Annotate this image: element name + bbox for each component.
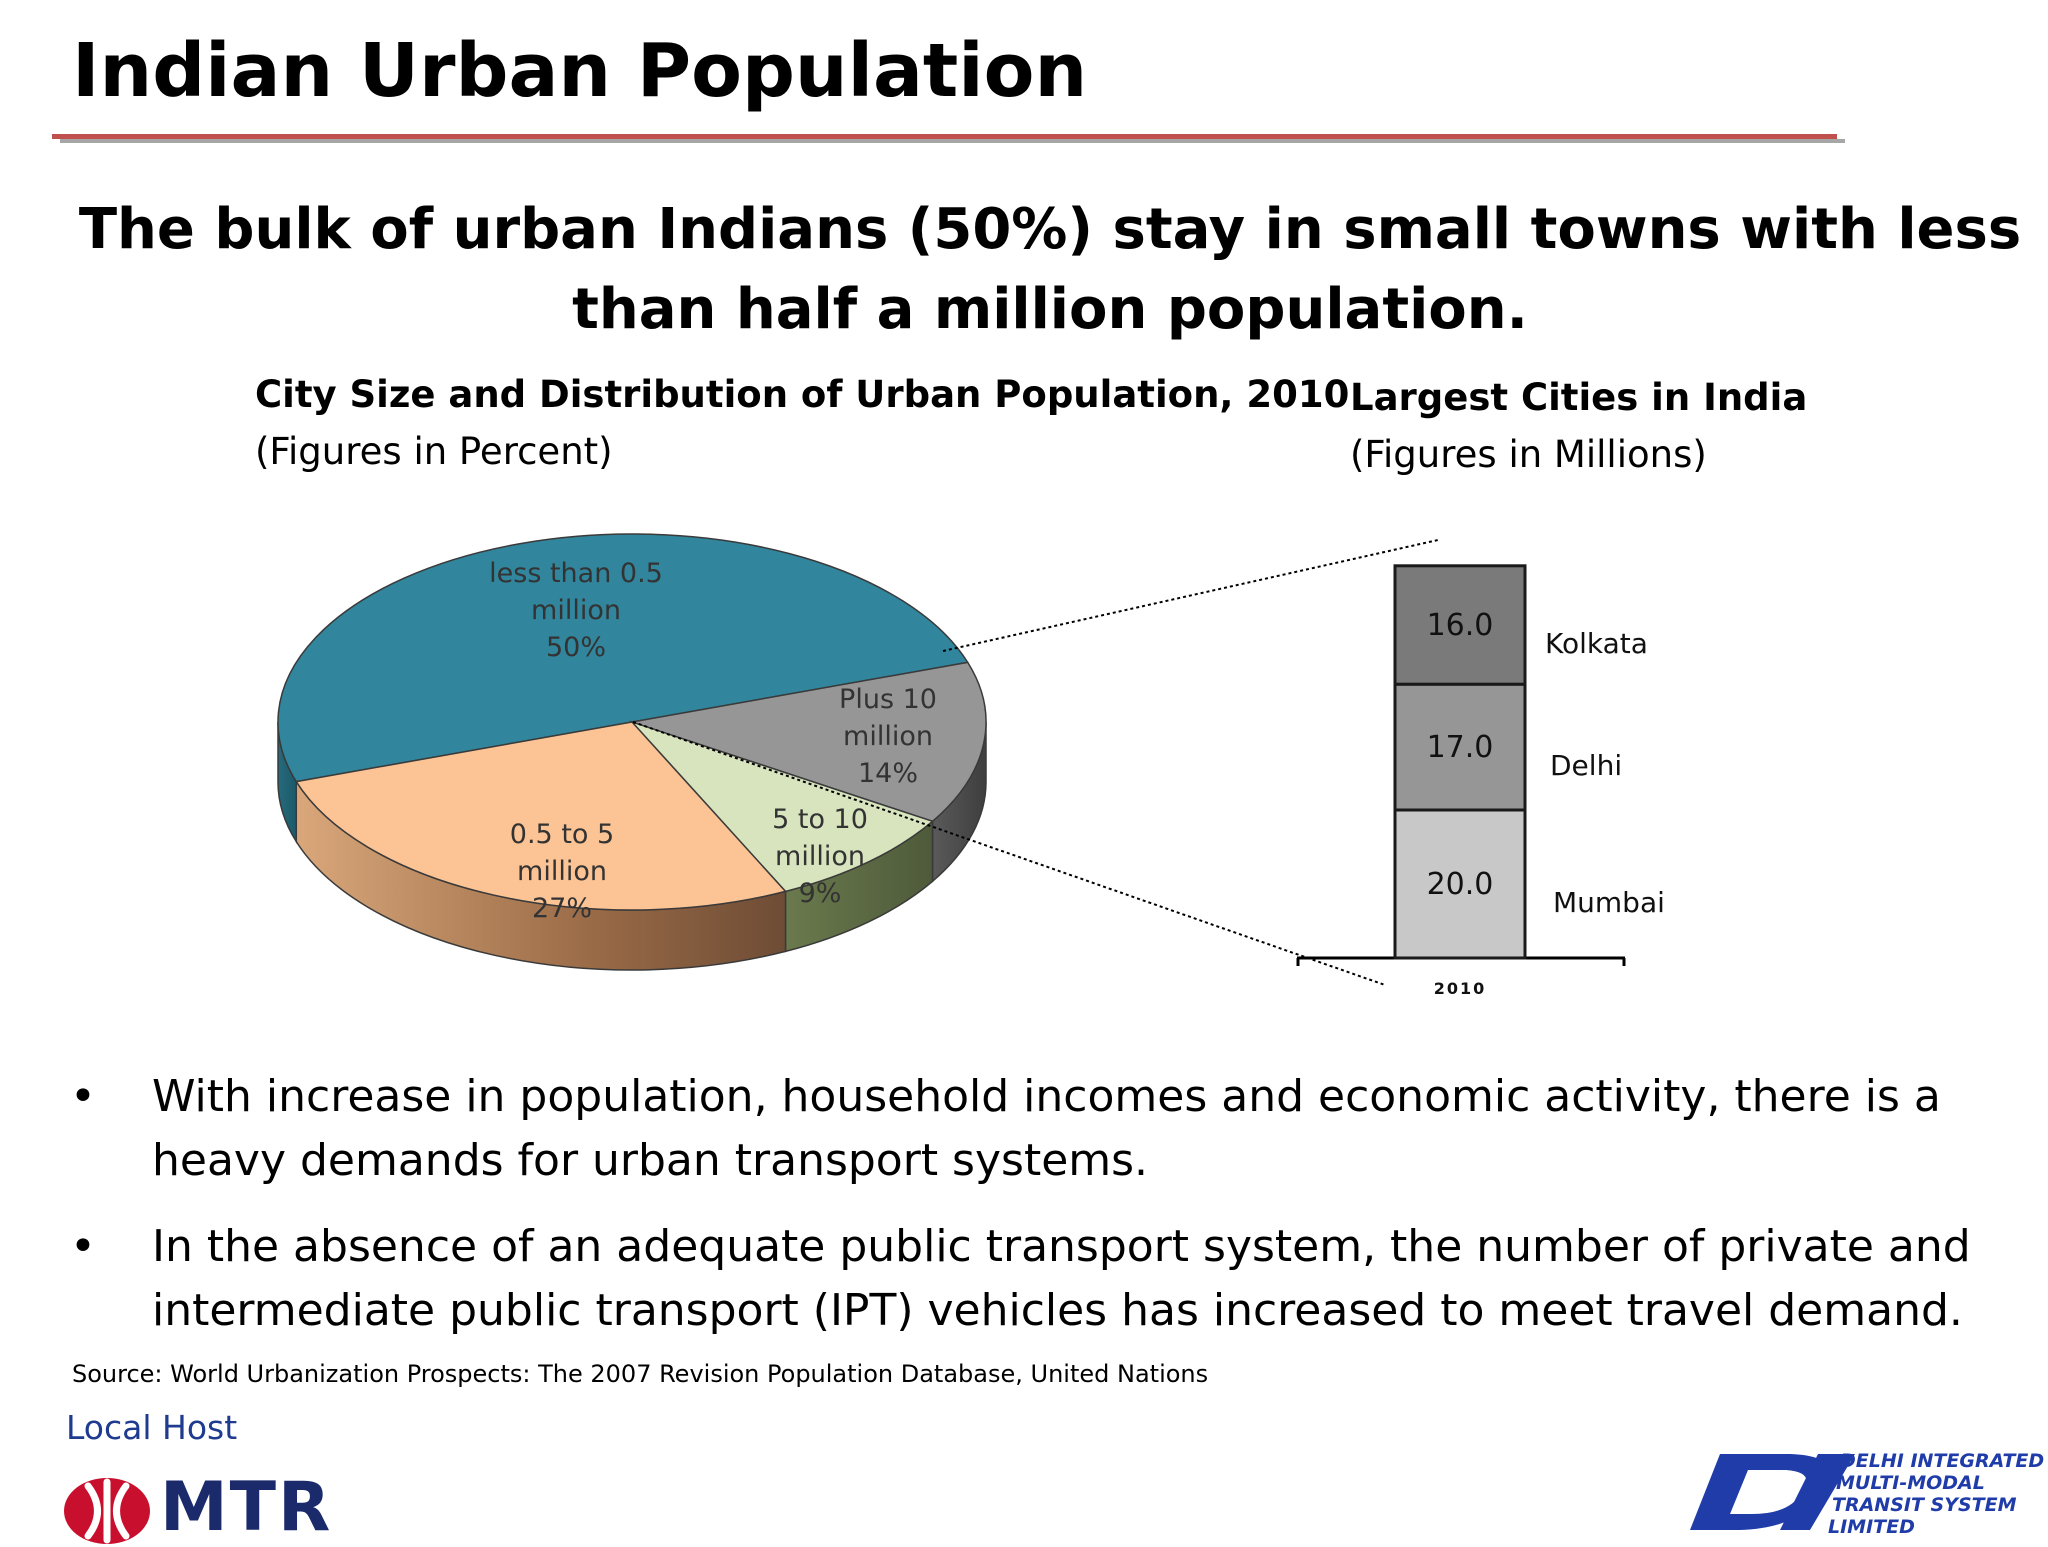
dimts-line: TRANSIT SYSTEM [1832,1494,2017,1516]
bar-segment [1393,682,1527,812]
pie-slice-label: 5 to 10 million 9% [772,804,868,909]
bar-category-label: 2010 [1434,979,1487,998]
bullet-text: With increase in population, household i… [152,1071,1941,1186]
connector-line-bottom [632,721,1386,986]
pie-chart-subtitle: (Figures in Percent) [255,430,613,473]
connector-line-top [942,539,1439,652]
title-divider [52,134,1837,139]
dimts-logo-icon [1690,1454,1855,1530]
bullet-symbol: • [70,1071,96,1122]
bullet-text: In the absence of an adequate public tra… [152,1221,1971,1336]
dimts-line: LIMITED [1828,1516,1915,1538]
pie-slice-label: Plus 10 million 14% [839,684,937,789]
pie-chart: less than 0.5 million 50% Plus 10 million 14%… [277,533,987,971]
bar-chart-subtitle: (Figures in Millions) [1350,433,1707,476]
pie-slice [295,721,787,911]
stacked-bar-chart: 20.0 Mumbai 17.0 Delhi 16.0 Kolkata 2010 [1296,564,1665,998]
pie-slice [629,720,935,893]
headline: The bulk of urban Indians (50%) stay in … [78,197,2022,342]
bar-value-label: 20.0 [1427,867,1494,902]
pie-slice-label: 0.5 to 5 million 27% [510,819,614,924]
pie-to-bar-connectors [632,539,1439,986]
pie-chart-title: City Size and Distribution of Urban Popu… [255,373,1350,416]
bar-series-name: Kolkata [1545,627,1648,660]
bullet-symbol: • [70,1221,96,1272]
bar-segment [1393,808,1527,960]
dimts-line: MULTI-MODAL [1836,1472,1985,1494]
title-divider-shadow [60,139,1845,143]
pie-slice [631,661,987,823]
pie-slice-label: less than 0.5 million 50% [489,558,663,663]
bar-series-name: Delhi [1550,749,1622,782]
local-host-label: Local Host [66,1408,238,1447]
bar-value-label: 17.0 [1427,730,1494,765]
bar-value-label: 16.0 [1427,608,1494,643]
bullet-item: • With increase in population, household… [70,1065,2020,1193]
dimts-logo-text: DELHI INTEGRATED MULTI-MODAL TRANSIT SYS… [1828,1450,2045,1538]
slide-title: Indian Urban Population [72,28,1088,114]
dimts-line: DELHI INTEGRATED [1840,1450,2045,1472]
bar-chart-title: Largest Cities in India [1350,376,1808,419]
bullet-item: • In the absence of an adequate public t… [70,1215,2020,1343]
mtr-logo-icon [64,1478,150,1544]
pie-slice [277,533,969,783]
bar-segment [1393,564,1527,686]
charts-canvas: less than 0.5 million 50% Plus 10 million 14%… [277,533,1665,998]
mtr-logo-text: MTR [160,1468,333,1547]
source-note: Source: World Urbanization Prospects: Th… [72,1360,1209,1388]
bar-series-name: Mumbai [1553,886,1665,919]
